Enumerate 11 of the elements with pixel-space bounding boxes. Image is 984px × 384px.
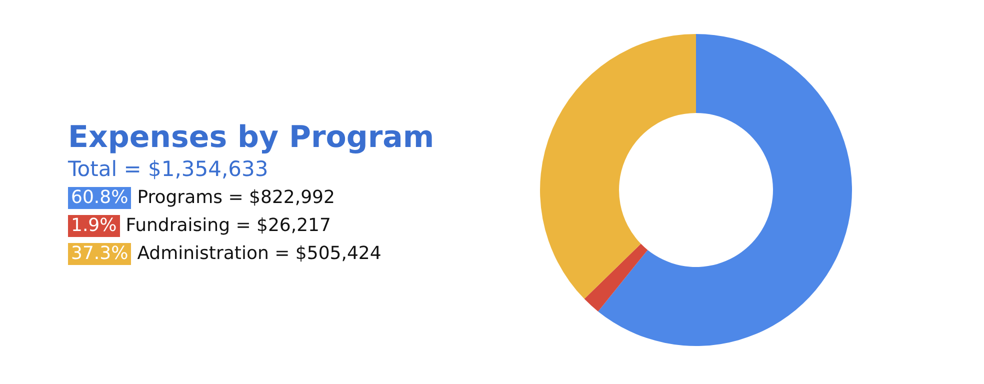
donut-slice (598, 34, 852, 346)
donut-slice (540, 34, 696, 299)
data-label: 37.3% (68, 242, 132, 264)
donut-slice (584, 244, 648, 312)
legend-label: Administration = $505,424 (137, 243, 382, 264)
text: Total = $1,354,633 (68, 156, 270, 180)
legend-label: Programs = $822,992 (137, 187, 335, 208)
data-label: 60.8% (68, 186, 132, 208)
data-label: 1.9% (68, 214, 120, 236)
text: Expenses by Program (68, 120, 436, 154)
legend-label: Fundraising = $26,217 (126, 215, 331, 236)
